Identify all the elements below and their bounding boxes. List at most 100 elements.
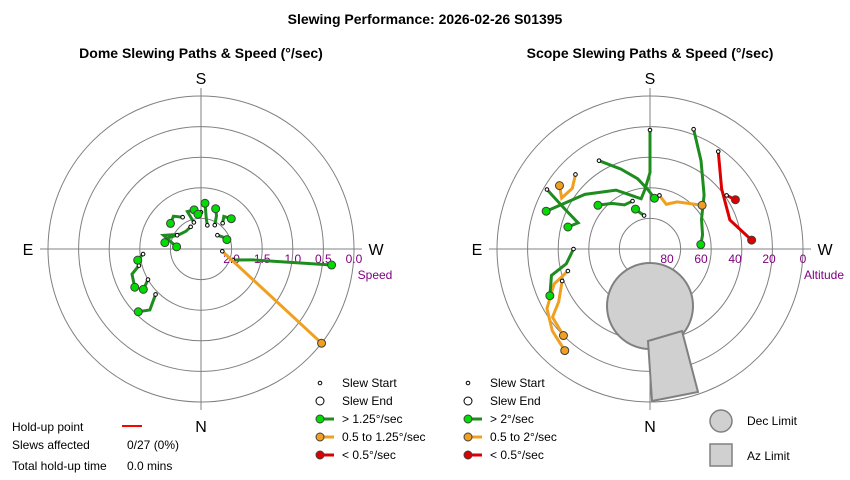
slew-path: [550, 280, 565, 337]
slew-end-point: [166, 218, 176, 228]
slew-end-point: [545, 291, 555, 301]
slew-end-point: [327, 260, 337, 270]
slew-end-point: [133, 255, 143, 265]
holdup-panel: Hold-up point Slews affected 0/27 (0%) T…: [12, 420, 179, 473]
radial-tick-label: 0.0: [346, 252, 363, 266]
slew-path: [232, 258, 332, 267]
slew-end-point: [193, 209, 203, 219]
legend-label: > 2°/sec: [490, 412, 534, 426]
legend-swatch-end: [315, 396, 325, 406]
slew-start-point: [724, 193, 729, 198]
legend-label: Slew Start: [490, 376, 545, 390]
compass-right-label: W: [817, 242, 833, 259]
legend-label: 0.5 to 2°/sec: [490, 430, 557, 444]
slew-end-point: [211, 204, 221, 214]
slew-end-point: [138, 284, 148, 294]
compass-top-label: S: [196, 71, 207, 88]
total-holdup-value: 0.0 mins: [127, 459, 172, 473]
slew-start-point: [220, 220, 225, 226]
slew-start-point: [140, 251, 146, 257]
slew-start-point: [205, 223, 210, 228]
slew-start-point: [657, 193, 662, 198]
slew-end-point: [160, 238, 170, 248]
slew-path: [716, 151, 753, 242]
holdup-point-label: Hold-up point: [12, 420, 84, 434]
radial-tick-label: 20: [762, 252, 776, 266]
radial-axis-label: Speed: [358, 268, 393, 282]
legend-label: > 1.25°/sec: [342, 412, 403, 426]
slew-end-point: [560, 346, 570, 356]
slew-path: [598, 159, 656, 200]
az-limit-shape: [646, 329, 700, 403]
slew-path: [545, 130, 652, 213]
legend-swatch-marker: [315, 414, 325, 424]
slew-end-point: [200, 198, 210, 208]
compass-right-label: W: [368, 242, 384, 259]
compass-left-label: E: [23, 242, 34, 259]
radial-tick-label: 60: [694, 252, 708, 266]
slew-end-point: [222, 235, 232, 245]
slew-start-point: [153, 292, 158, 297]
slew-end-point: [696, 240, 706, 250]
slew-path: [221, 250, 323, 345]
slews-affected-value: 0/27 (0%): [127, 438, 179, 452]
slew-end-point: [558, 331, 568, 341]
slew-end-point: [593, 200, 603, 210]
slew-end-point: [563, 222, 573, 232]
legend-az-limit-swatch: [709, 443, 733, 467]
legend-label: Slew Start: [342, 376, 397, 390]
dome-chart: Dome Slewing Paths & Speed (°/sec)SNEW2.…: [23, 45, 426, 462]
legend-swatch-marker: [463, 432, 473, 442]
compass-left-label: E: [472, 242, 483, 259]
chart-title: Scope Slewing Paths & Speed (°/sec): [527, 45, 774, 61]
slew-start-point: [630, 198, 635, 204]
slew-end-point: [630, 204, 640, 214]
radial-tick-label: 40: [728, 252, 742, 266]
legend-label: < 0.5°/sec: [342, 448, 396, 462]
legend-dec-limit-swatch: [709, 409, 733, 433]
slew-end-point: [226, 214, 236, 224]
slew-start-point: [641, 213, 647, 218]
legend-swatch-marker: [463, 450, 473, 460]
slew-end-point: [697, 200, 707, 210]
slew-start-point: [220, 248, 225, 254]
slew-start-point: [191, 220, 197, 225]
slew-start-point: [691, 126, 696, 132]
slew-start-point: [215, 232, 220, 238]
legend-swatch-marker: [315, 432, 325, 442]
radial-tick-label: 80: [660, 252, 674, 266]
slew-start-point: [715, 149, 721, 154]
slew-path: [558, 174, 577, 201]
slew-path: [548, 248, 575, 296]
slew-start-point: [571, 246, 576, 252]
slew-end-point: [541, 206, 551, 216]
slew-end-point: [747, 235, 757, 245]
legend-label: Slew End: [342, 394, 393, 408]
slew-end-point: [554, 181, 564, 191]
legend-label: Slew End: [490, 394, 541, 408]
compass-bottom-label: N: [644, 419, 656, 436]
slew-start-point: [596, 158, 602, 163]
slew-end-point: [133, 307, 143, 317]
slew-path: [597, 199, 634, 207]
legend-label: 0.5 to 1.25°/sec: [342, 430, 426, 444]
slew-start-point: [174, 232, 180, 238]
slews-affected-label: Slews affected: [12, 438, 90, 452]
legend-dec-limit-label: Dec Limit: [747, 414, 798, 428]
legend-swatch-marker: [463, 414, 473, 424]
slew-end-point: [649, 193, 659, 203]
slew-end-point: [172, 242, 182, 252]
radial-tick-label: 0.5: [315, 252, 332, 266]
slew-path: [545, 188, 581, 229]
slew-path: [692, 128, 706, 245]
compass-bottom-label: N: [195, 419, 207, 436]
legend-label: < 0.5°/sec: [490, 448, 544, 462]
total-holdup-label: Total hold-up time: [12, 459, 107, 473]
legend-az-limit-label: Az Limit: [747, 449, 790, 463]
slew-end-point: [130, 282, 140, 292]
legend-swatch-start: [465, 380, 471, 386]
slew-path: [658, 194, 703, 207]
radial-axis-label: Altitude: [804, 268, 844, 282]
legend-swatch-start: [317, 380, 323, 386]
